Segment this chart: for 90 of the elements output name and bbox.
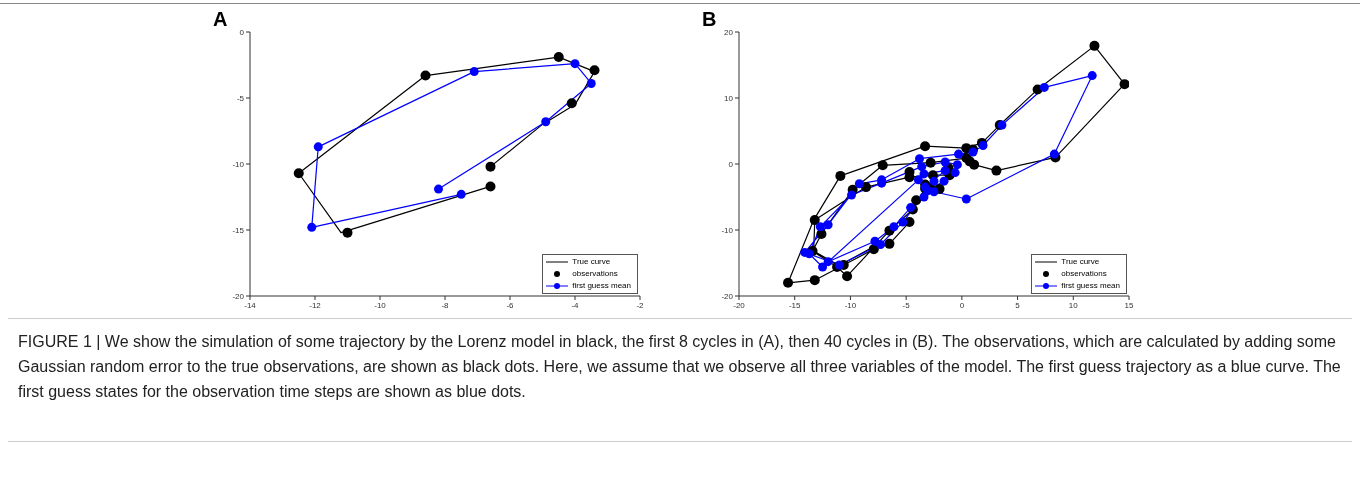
y-tick-label: -10: [232, 159, 245, 169]
x-tick-label: -14: [244, 300, 257, 310]
point: [917, 162, 927, 172]
point: [969, 159, 980, 170]
point: [919, 169, 929, 179]
point: [925, 157, 936, 168]
x-tick-label: -10: [374, 300, 387, 310]
legend-label: observations: [1061, 268, 1107, 280]
point: [940, 166, 950, 176]
point: [809, 215, 820, 226]
x-tick-label: -4: [571, 300, 580, 310]
y-tick-label: -15: [232, 225, 245, 235]
point: [884, 238, 895, 249]
point: [823, 257, 833, 267]
legend-label: True curve: [1061, 256, 1100, 268]
caption: FIGURE 1 | We show the simulation of some trajectory by the Lorenz model in black, the first 8 cycles in (A), then 40 cycles in (B). The observations, which are calculated by adding some Gaussian random error to the true observations, are shown as black dots. Here, we assume that we observe all three variables of the model. The first guess trajectory as a blue curve. The first guess states for the observation time steps are shown as blue dots.: [17, 332, 1342, 402]
x-tick-label: -15: [788, 300, 802, 310]
y-tick-label: -20: [721, 291, 734, 301]
x-tick-label: 0: [959, 300, 965, 310]
point: [835, 170, 846, 181]
legend-label: True curve: [572, 256, 611, 268]
point: [313, 142, 323, 152]
point: [541, 117, 551, 127]
point: [913, 175, 923, 185]
x-tick-label: 10: [1068, 300, 1079, 310]
point: [456, 189, 466, 199]
point: [818, 262, 828, 272]
y-tick-label: 10: [724, 93, 734, 103]
y-tick-label: 0: [728, 159, 734, 169]
point: [854, 179, 864, 189]
point: [920, 141, 931, 152]
x-tick-label: -6: [506, 300, 515, 310]
point: [1089, 40, 1100, 51]
point: [1087, 71, 1097, 81]
point: [586, 78, 596, 88]
point: [1049, 149, 1059, 159]
y-tick-label: 20: [724, 27, 734, 37]
point: [307, 222, 317, 232]
point: [342, 227, 353, 238]
point: [876, 240, 886, 250]
point: [940, 157, 950, 167]
legend-label: observations: [572, 268, 618, 280]
point: [809, 275, 820, 286]
point: [783, 277, 794, 288]
point: [815, 222, 825, 232]
x-tick-label: -12: [309, 300, 322, 310]
point: [898, 217, 908, 227]
point: [469, 67, 479, 77]
point: [804, 249, 814, 259]
x-tick-label: -2: [636, 300, 645, 310]
point: [847, 190, 857, 200]
y-tick-label: -5: [236, 93, 245, 103]
x-tick-label: 5: [1015, 300, 1021, 310]
point: [877, 160, 888, 171]
chart-title: A: [213, 8, 228, 31]
point: [911, 195, 922, 206]
point: [952, 160, 962, 170]
point: [954, 149, 964, 159]
point: [961, 194, 971, 204]
y-tick-label: -10: [721, 225, 734, 235]
legend-label: first guess mean: [572, 280, 631, 292]
x-tick-label: -20: [733, 300, 746, 310]
point: [485, 181, 496, 192]
point: [991, 165, 1002, 176]
chart-title: B: [702, 8, 717, 31]
x-tick-label: 15: [1124, 300, 1134, 310]
point: [939, 176, 949, 186]
point: [950, 168, 960, 178]
point: [434, 184, 443, 194]
point: [293, 168, 304, 179]
point: [1119, 79, 1129, 90]
point: [1039, 82, 1049, 92]
point: [842, 271, 853, 282]
point: [978, 141, 988, 151]
point: [915, 154, 925, 164]
x-tick-label: -10: [844, 300, 857, 310]
point: [485, 161, 496, 172]
y-tick-label: 0: [239, 27, 245, 37]
point: [889, 222, 899, 232]
point: [420, 70, 431, 81]
point: [929, 176, 939, 186]
x-tick-label: -8: [441, 300, 450, 310]
point: [570, 59, 580, 69]
point: [823, 220, 833, 230]
point: [553, 52, 564, 63]
legend-label: first guess mean: [1061, 280, 1120, 292]
x-tick-label: -5: [902, 300, 911, 310]
point: [589, 65, 600, 76]
point: [566, 98, 577, 109]
y-tick-label: -20: [232, 291, 245, 301]
